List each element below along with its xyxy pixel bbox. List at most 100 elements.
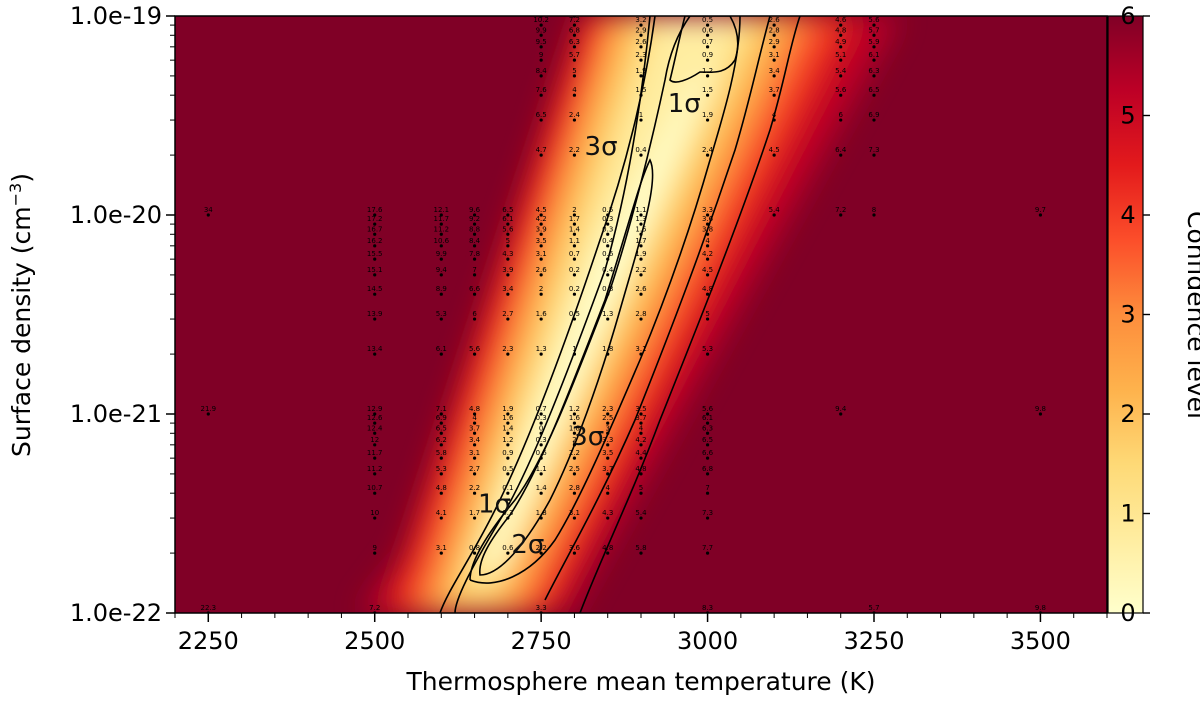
grid-point-label: 3.1 bbox=[769, 51, 780, 59]
grid-point bbox=[872, 23, 876, 27]
grid-point bbox=[506, 472, 510, 476]
grid-point bbox=[506, 292, 510, 296]
grid-point-label: 1.4 bbox=[502, 424, 514, 432]
grid-point-label: 7.2 bbox=[569, 16, 580, 24]
grid-point-label: 10.2 bbox=[533, 16, 549, 24]
grid-point bbox=[705, 74, 710, 78]
grid-point bbox=[639, 317, 643, 321]
grid-point-label: 2.3 bbox=[635, 51, 646, 59]
grid-point bbox=[1038, 412, 1043, 416]
grid-point bbox=[472, 491, 477, 495]
grid-point-label: 9.5 bbox=[536, 38, 547, 46]
grid-point bbox=[539, 93, 543, 97]
grid-point-label: 5.9 bbox=[868, 38, 879, 46]
grid-point bbox=[572, 352, 577, 356]
grid-point bbox=[639, 551, 643, 555]
grid-point bbox=[439, 273, 443, 277]
grid-point-label: 8.4 bbox=[469, 237, 481, 245]
grid-point-label: 0.6 bbox=[502, 544, 514, 552]
grid-point bbox=[472, 232, 477, 236]
grid-point bbox=[539, 257, 543, 261]
grid-point-label: 0.3 bbox=[502, 509, 513, 517]
grid-point bbox=[839, 213, 843, 217]
grid-point bbox=[539, 431, 543, 435]
grid-point bbox=[772, 58, 776, 62]
grid-point-label: 0.4 bbox=[602, 237, 614, 245]
grid-point-label: 12 bbox=[370, 436, 379, 444]
grid-point bbox=[373, 551, 377, 555]
grid-point bbox=[705, 23, 710, 27]
colorbar-label: Confidence level bbox=[1182, 211, 1200, 419]
grid-point bbox=[472, 412, 477, 416]
grid-point bbox=[639, 222, 643, 226]
grid-point bbox=[539, 222, 543, 226]
grid-point-label: 3.4 bbox=[469, 436, 481, 444]
grid-point-label: 4.2 bbox=[702, 250, 713, 258]
grid-point bbox=[539, 421, 543, 425]
grid-point bbox=[705, 421, 710, 425]
grid-point bbox=[705, 352, 710, 356]
grid-point-label: 8 bbox=[872, 206, 876, 214]
grid-point bbox=[439, 491, 443, 495]
grid-point bbox=[606, 412, 610, 416]
grid-point-label: 9.4 bbox=[436, 266, 448, 274]
grid-point-label: 6 bbox=[838, 111, 843, 119]
grid-point-label: 1.2 bbox=[502, 436, 513, 444]
grid-point-label: 4.1 bbox=[436, 509, 447, 517]
grid-point bbox=[705, 93, 710, 97]
grid-point bbox=[373, 472, 377, 476]
grid-point-label: 5.8 bbox=[436, 449, 447, 457]
grid-point-label: 1.7 bbox=[469, 509, 480, 517]
grid-point-label: 0.5 bbox=[502, 465, 513, 473]
grid-point-label: 8.4 bbox=[536, 67, 548, 75]
grid-point bbox=[606, 213, 610, 217]
grid-point bbox=[639, 33, 643, 37]
x-axis-label: Thermosphere mean temperature (K) bbox=[406, 667, 876, 696]
grid-point bbox=[439, 516, 443, 520]
grid-point-label: 3.4 bbox=[769, 67, 781, 75]
grid-point bbox=[872, 118, 876, 122]
grid-point bbox=[705, 317, 710, 321]
grid-point-label: 10 bbox=[370, 509, 379, 517]
grid-point-label: 4 bbox=[705, 237, 710, 245]
grid-point bbox=[705, 222, 710, 226]
grid-point-label: 1.9 bbox=[702, 111, 713, 119]
grid-point-label: 2.7 bbox=[502, 310, 513, 318]
grid-point bbox=[539, 23, 543, 27]
grid-point bbox=[572, 118, 577, 122]
grid-point bbox=[439, 412, 443, 416]
grid-point-label: 6.1 bbox=[502, 215, 513, 223]
grid-point-label: 2.7 bbox=[469, 465, 480, 473]
grid-point-label: 1.3 bbox=[536, 345, 547, 353]
grid-point bbox=[639, 74, 643, 78]
grid-point bbox=[639, 244, 643, 248]
grid-point-label: 3.7 bbox=[635, 414, 646, 422]
grid-point bbox=[572, 244, 577, 248]
colorbar-tick-label: 1 bbox=[1120, 500, 1135, 528]
grid-point-label: 5.7 bbox=[868, 604, 879, 612]
grid-point-label: 0.5 bbox=[569, 310, 580, 318]
grid-point-label: 7.1 bbox=[436, 405, 447, 413]
grid-point-label: 1.9 bbox=[502, 405, 513, 413]
grid-point bbox=[572, 93, 577, 97]
grid-point bbox=[472, 257, 477, 261]
grid-point-label: 6.5 bbox=[536, 111, 547, 119]
grid-point bbox=[472, 317, 477, 321]
grid-point bbox=[606, 317, 610, 321]
grid-point bbox=[539, 472, 543, 476]
grid-point-label: 6.6 bbox=[702, 449, 714, 457]
grid-point bbox=[839, 45, 843, 49]
contour-lines bbox=[439, 16, 801, 613]
grid-point bbox=[539, 153, 543, 157]
grid-point-label: 2.5 bbox=[602, 414, 613, 422]
grid-point bbox=[373, 257, 377, 261]
grid-point-label: 2 bbox=[539, 285, 543, 293]
grid-point-label: 11.7 bbox=[367, 449, 383, 457]
colorbar-gradient bbox=[1108, 16, 1143, 613]
grid-point-label: 4.3 bbox=[502, 250, 513, 258]
grid-point-label: 0.7 bbox=[536, 405, 547, 413]
grid-point-label: 9 bbox=[372, 544, 376, 552]
grid-point-label: 4.2 bbox=[635, 436, 646, 444]
grid-point bbox=[772, 93, 776, 97]
